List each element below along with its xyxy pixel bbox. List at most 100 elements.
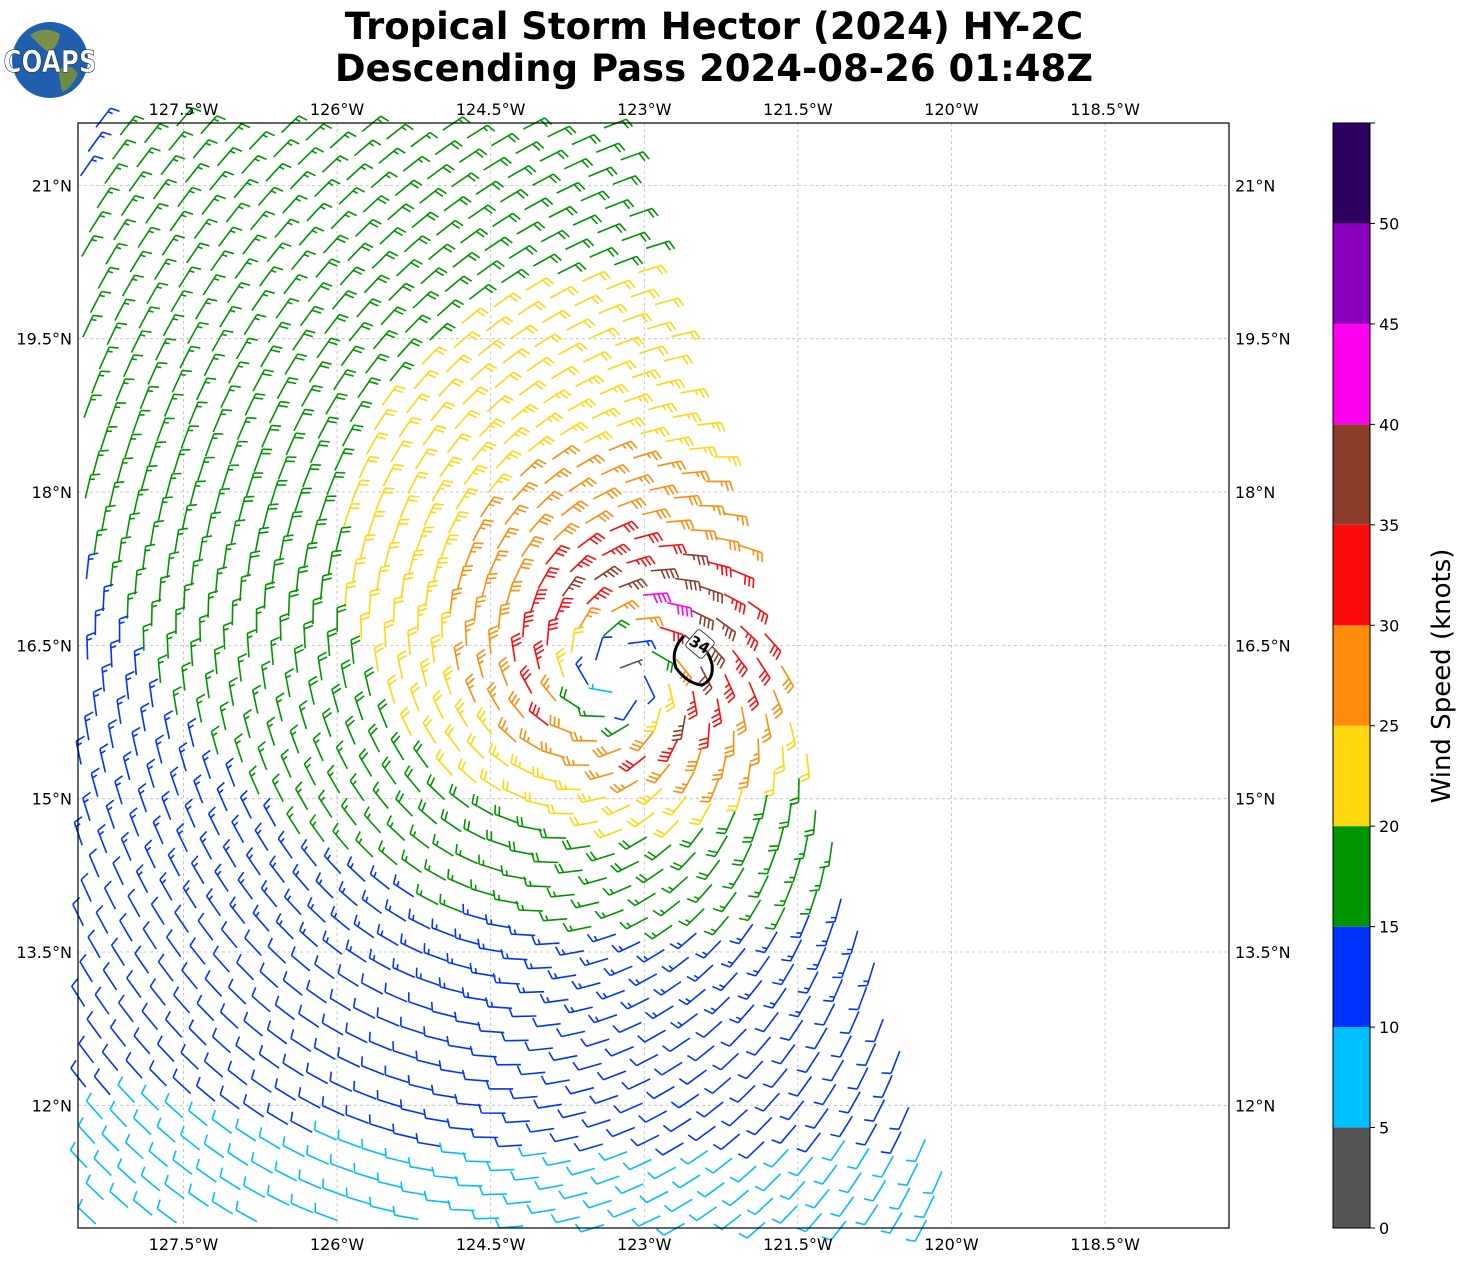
wind-barb [129, 250, 153, 273]
wind-barb [398, 416, 422, 438]
lat-tick-label: 18°N [32, 483, 72, 502]
wind-barb [335, 740, 349, 770]
wind-barb [540, 1075, 570, 1085]
wind-barb [415, 1050, 441, 1067]
wind-barb [793, 834, 809, 861]
wind-barb [181, 661, 191, 691]
wind-barb [614, 699, 638, 721]
wind-barb [164, 1092, 184, 1119]
wind-barb [762, 1148, 789, 1168]
wind-barb [101, 663, 112, 692]
wind-barb [472, 519, 494, 542]
wind-barb [402, 155, 431, 172]
wind-barb [484, 236, 513, 252]
wind-barb [323, 847, 342, 875]
colorbar-segment [1333, 424, 1370, 525]
wind-barb [417, 603, 428, 631]
wind-barb [466, 124, 496, 139]
wind-barb [407, 1157, 434, 1172]
wind-barb [451, 172, 480, 188]
wind-barb [666, 519, 695, 530]
wind-barb [172, 1068, 192, 1095]
wind-barb [825, 898, 842, 924]
wind-barb [228, 677, 238, 707]
wind-barb [376, 1089, 401, 1108]
wind-barb [460, 228, 489, 244]
wind-barb [519, 458, 547, 477]
wind-barb [126, 969, 142, 999]
wind-barb [133, 646, 144, 676]
wind-barb [640, 426, 670, 437]
colorbar-tick-label: 10 [1379, 1018, 1399, 1037]
wind-barb [302, 463, 321, 488]
wind-barb [447, 868, 471, 889]
wind-barb [467, 204, 497, 220]
wind-barb [582, 350, 613, 363]
wind-barb [356, 298, 382, 318]
wind-barb [535, 412, 564, 428]
wind-barb [788, 1156, 814, 1177]
wind-barb [686, 690, 698, 721]
wind-barb [581, 270, 611, 283]
wind-barb [529, 589, 548, 614]
wind-barb [399, 495, 420, 519]
wind-barb [423, 1026, 449, 1043]
wind-barb [194, 298, 218, 320]
wind-barb [572, 214, 603, 226]
wind-barb [686, 883, 713, 904]
wind-barb [376, 923, 399, 947]
wind-barb [540, 741, 566, 759]
wind-barb [667, 602, 693, 618]
wind-barb [469, 962, 496, 978]
wind-barb [571, 133, 601, 146]
wind-barb [280, 115, 308, 134]
wind-barb [371, 250, 399, 269]
colorbar-tick-label: 30 [1379, 616, 1399, 635]
wind-barb [363, 274, 390, 294]
wind-barb [118, 615, 129, 644]
wind-barb [230, 519, 246, 545]
wind-barb [541, 309, 571, 324]
wind-barb [282, 194, 308, 214]
wind-barb [485, 316, 514, 332]
wind-barb [466, 732, 485, 760]
wind-barb [695, 1020, 723, 1038]
wind-barb [679, 1149, 709, 1165]
lat-tick-label: 13.5°N [16, 943, 72, 962]
wind-barb [575, 374, 605, 388]
wind-barb [652, 900, 681, 917]
wind-barb [349, 400, 373, 423]
wind-barb [636, 948, 665, 963]
wind-barb [661, 956, 690, 973]
wind-barb [598, 303, 628, 315]
wind-barb [670, 1093, 700, 1109]
wind-barb [737, 1060, 764, 1080]
wind-barb [455, 487, 479, 510]
wind-barb [648, 402, 678, 413]
wind-barb [308, 361, 332, 383]
wind-barb [204, 433, 224, 457]
wind-barb [454, 698, 469, 728]
wind-barb [715, 617, 737, 642]
wind-barb [541, 1156, 571, 1167]
wind-barb [330, 210, 358, 230]
wind-barb [326, 471, 346, 496]
wind-barb [473, 595, 487, 622]
wind-barb [546, 887, 575, 898]
wind-barb [707, 561, 732, 578]
wind-barb [513, 558, 534, 582]
wind-barb [394, 179, 423, 197]
wind-barb [262, 503, 279, 529]
wind-barb [246, 629, 257, 658]
wind-barb [101, 1125, 120, 1152]
wind-barb [203, 1134, 225, 1159]
lat-tick-label: 16.5°N [16, 636, 72, 655]
wind-barb [384, 1147, 410, 1164]
wind-barb [117, 1157, 137, 1184]
wind-barb [698, 723, 711, 751]
colorbar-segment [1333, 123, 1370, 224]
wind-barb [669, 932, 697, 950]
wind-barb [565, 238, 595, 251]
wind-barb [623, 393, 654, 404]
